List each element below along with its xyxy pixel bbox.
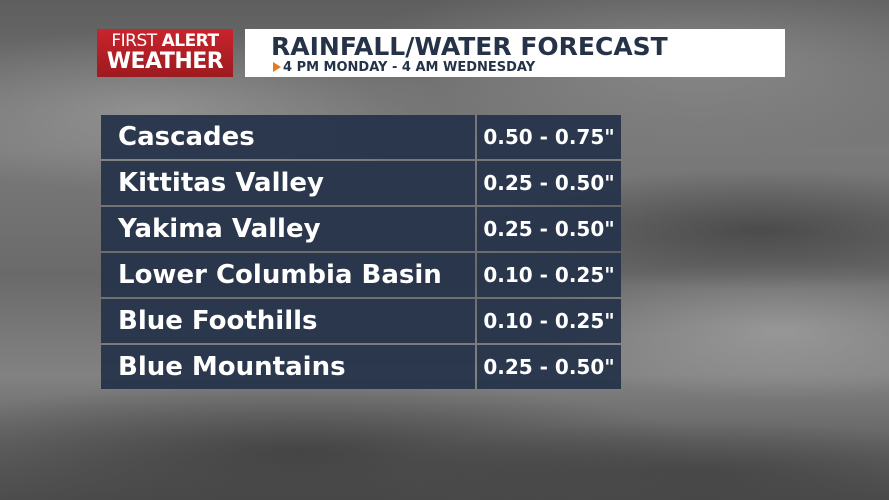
amount-cell: 0.10 - 0.25" <box>477 299 621 343</box>
region-cell: Cascades <box>101 115 475 159</box>
region-cell: Lower Columbia Basin <box>101 253 475 297</box>
region-cell: Blue Foothills <box>101 299 475 343</box>
amount-cell: 0.10 - 0.25" <box>477 253 621 297</box>
region-cell: Yakima Valley <box>101 207 475 251</box>
region-cell: Kittitas Valley <box>101 161 475 205</box>
table-row: Cascades 0.50 - 0.75" <box>101 115 621 159</box>
table-row: Blue Mountains 0.25 - 0.50" <box>101 345 621 389</box>
table-row: Blue Foothills 0.10 - 0.25" <box>101 299 621 343</box>
amount-cell: 0.50 - 0.75" <box>477 115 621 159</box>
logo-text: FIRST <box>111 31 157 51</box>
subtitle-text: 4 PM MONDAY - 4 AM WEDNESDAY <box>283 60 536 75</box>
forecast-table: Cascades 0.50 - 0.75" Kittitas Valley 0.25 … <box>101 115 621 391</box>
header: RAINFALL/WATER FORECAST 4 PM MONDAY - 4 … <box>245 29 785 77</box>
region-cell: Blue Mountains <box>101 345 475 389</box>
logo: FIRST ALERT WEATHER <box>97 29 233 77</box>
table-row: Yakima Valley 0.25 - 0.50" <box>101 207 621 251</box>
amount-cell: 0.25 - 0.50" <box>477 207 621 251</box>
title: RAINFALL/WATER FORECAST <box>271 32 668 61</box>
logo-text: WEATHER <box>106 49 224 74</box>
arrow-icon <box>273 62 281 72</box>
logo-text: ALERT <box>161 31 220 51</box>
amount-cell: 0.25 - 0.50" <box>477 161 621 205</box>
table-row: Kittitas Valley 0.25 - 0.50" <box>101 161 621 205</box>
table-row: Lower Columbia Basin 0.10 - 0.25" <box>101 253 621 297</box>
subtitle: 4 PM MONDAY - 4 AM WEDNESDAY <box>271 60 535 75</box>
amount-cell: 0.25 - 0.50" <box>477 345 621 389</box>
logo-line: FIRST ALERT <box>97 33 233 50</box>
